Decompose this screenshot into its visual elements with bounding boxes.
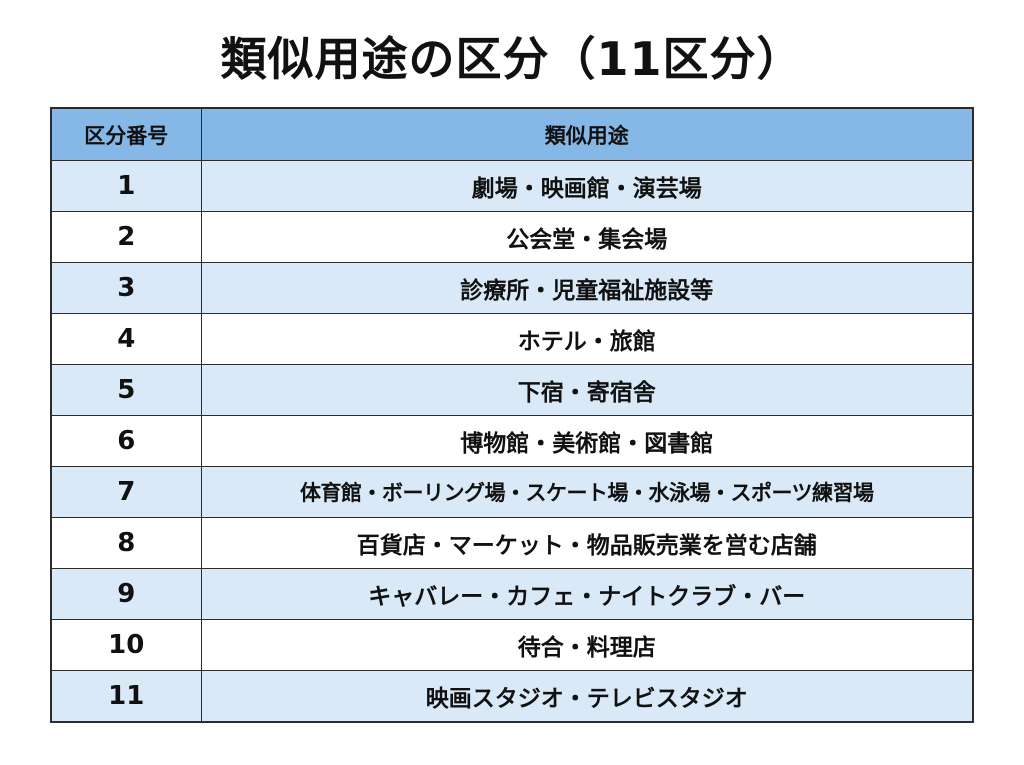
similar-usage-cell: 劇場・映画館・演芸場 [200, 160, 974, 212]
similar-usage-cell: 待合・料理店 [200, 619, 974, 671]
category-number-cell: 8 [50, 517, 202, 569]
table-row: 11 映画スタジオ・テレビスタジオ [50, 670, 974, 723]
similar-usage-cell: 映画スタジオ・テレビスタジオ [200, 670, 974, 723]
category-number-cell: 4 [50, 313, 202, 365]
table-row: 8 百貨店・マーケット・物品販売業を営む店舗 [50, 517, 974, 569]
category-number-cell: 5 [50, 364, 202, 416]
usage-category-table: 区分番号 類似用途 1 劇場・映画館・演芸場 2 公会堂・集会場 3 診療所・児… [50, 107, 974, 723]
table-row: 4 ホテル・旅館 [50, 313, 974, 365]
category-number-cell: 1 [50, 160, 202, 212]
page-title: 類似用途の区分（11区分） [220, 32, 804, 86]
table-row: 3 診療所・児童福祉施設等 [50, 262, 974, 314]
table-row: 1 劇場・映画館・演芸場 [50, 160, 974, 212]
similar-usage-cell: ホテル・旅館 [200, 313, 974, 365]
header-similar-usage: 類似用途 [200, 107, 974, 161]
category-number-cell: 10 [50, 619, 202, 671]
similar-usage-cell: 体育館・ボーリング場・スケート場・水泳場・スポーツ練習場 [200, 466, 974, 518]
table-row: 10 待合・料理店 [50, 619, 974, 671]
table-header-row: 区分番号 類似用途 [50, 107, 974, 161]
table-row: 2 公会堂・集会場 [50, 211, 974, 263]
similar-usage-cell: 百貨店・マーケット・物品販売業を営む店舗 [200, 517, 974, 569]
similar-usage-cell: 公会堂・集会場 [200, 211, 974, 263]
similar-usage-cell: 博物館・美術館・図書館 [200, 415, 974, 467]
table-row: 7 体育館・ボーリング場・スケート場・水泳場・スポーツ練習場 [50, 466, 974, 518]
similar-usage-cell: 診療所・児童福祉施設等 [200, 262, 974, 314]
category-number-cell: 2 [50, 211, 202, 263]
header-category-number: 区分番号 [50, 107, 202, 161]
category-number-cell: 7 [50, 466, 202, 518]
table-row: 5 下宿・寄宿舎 [50, 364, 974, 416]
similar-usage-cell: キャバレー・カフェ・ナイトクラブ・バー [200, 568, 974, 620]
category-number-cell: 11 [50, 670, 202, 723]
table-row: 6 博物館・美術館・図書館 [50, 415, 974, 467]
category-number-cell: 6 [50, 415, 202, 467]
category-number-cell: 9 [50, 568, 202, 620]
category-number-cell: 3 [50, 262, 202, 314]
table-row: 9 キャバレー・カフェ・ナイトクラブ・バー [50, 568, 974, 620]
similar-usage-cell: 下宿・寄宿舎 [200, 364, 974, 416]
